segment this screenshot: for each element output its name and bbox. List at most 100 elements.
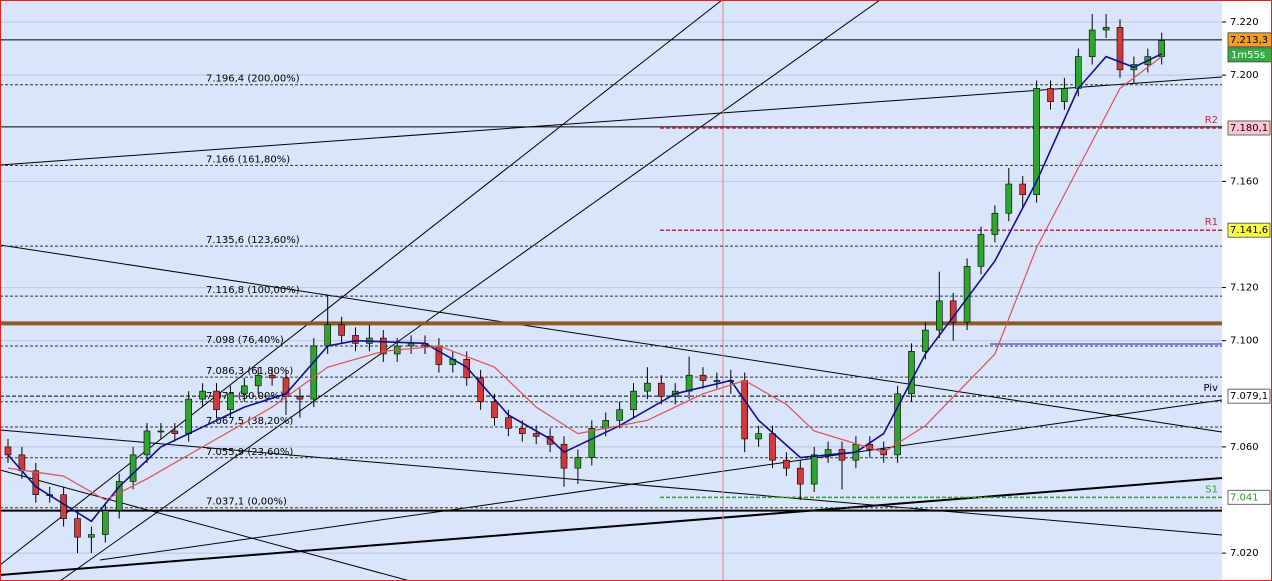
trendline bbox=[59, 0, 881, 581]
last-price-label: 7.213,3 bbox=[1230, 35, 1268, 46]
candle-body bbox=[574, 457, 582, 469]
pivot-name: Piv bbox=[1203, 383, 1218, 394]
candle-body bbox=[1102, 27, 1110, 31]
fib-label: 7.037,1 (0,00%) bbox=[206, 497, 287, 508]
candle-body bbox=[616, 409, 623, 421]
candle-body bbox=[213, 390, 220, 411]
candle-body bbox=[379, 337, 387, 355]
candle-body bbox=[1116, 27, 1124, 71]
last-price-box bbox=[1227, 32, 1272, 48]
candle-body bbox=[560, 443, 568, 469]
pivot-box bbox=[1227, 388, 1271, 404]
trendline bbox=[0, 469, 411, 581]
candle-body bbox=[908, 351, 915, 395]
candle-body bbox=[102, 510, 109, 535]
candle-body bbox=[977, 234, 985, 267]
pivot-box bbox=[1227, 489, 1271, 505]
fib-label: 7.116,8 (100,00%) bbox=[206, 285, 300, 296]
candle-body bbox=[532, 433, 540, 437]
candle-body bbox=[894, 393, 901, 456]
candle-body bbox=[296, 396, 304, 400]
candle-body bbox=[199, 390, 206, 400]
candle-body bbox=[254, 374, 262, 387]
fib-label: 7.055,9 (23,60%) bbox=[206, 447, 293, 458]
candle-body bbox=[1033, 88, 1040, 195]
candle-body bbox=[699, 374, 707, 381]
trendline bbox=[0, 244, 1223, 433]
axis-background bbox=[1222, 0, 1272, 581]
pivot-name: R2 bbox=[1205, 115, 1218, 126]
candle-body bbox=[755, 433, 762, 440]
y-tick-label: 7.120 bbox=[1230, 283, 1259, 294]
y-tick-label: 7.060 bbox=[1230, 442, 1259, 453]
fib-label: 7.196,4 (200,00%) bbox=[206, 74, 300, 85]
candle-body bbox=[477, 377, 484, 403]
candle-body bbox=[1005, 183, 1013, 214]
trendline bbox=[0, 76, 1223, 166]
levels: 7.196,4 (200,00%) 7.166 (161,80%) 7.135,6 … bbox=[0, 39, 1222, 512]
moving-average bbox=[7, 56, 1163, 501]
candle-body bbox=[88, 534, 95, 538]
candle-body bbox=[1158, 40, 1165, 57]
pivot-box bbox=[1227, 222, 1271, 238]
pivot-label: 7.079,1 bbox=[1230, 391, 1268, 402]
candle-body bbox=[352, 335, 359, 344]
candle-body bbox=[241, 385, 248, 395]
plot-background bbox=[0, 0, 1222, 581]
candle-body bbox=[796, 467, 804, 485]
fib-label: 7.135,6 (123,60%) bbox=[206, 235, 300, 246]
candle-body bbox=[1019, 183, 1027, 195]
candle-body bbox=[810, 454, 818, 485]
candle-body bbox=[713, 380, 721, 382]
y-tick-label: 7.220 bbox=[1230, 17, 1259, 28]
marks bbox=[4, 14, 1165, 554]
fib-label: 7.067,5 (38,20%) bbox=[206, 416, 293, 427]
candle-body bbox=[74, 518, 81, 538]
candle-body bbox=[505, 417, 512, 429]
candle-body bbox=[227, 393, 234, 411]
candle-body bbox=[838, 449, 846, 461]
candle-body bbox=[32, 470, 40, 495]
candle-body bbox=[435, 345, 443, 365]
candle-body bbox=[324, 324, 332, 347]
candle-body bbox=[129, 454, 137, 482]
pivot-label: 7.141,6 bbox=[1230, 225, 1268, 236]
pivot-name: S1 bbox=[1205, 484, 1218, 495]
candle-body bbox=[338, 324, 345, 336]
candle-body bbox=[546, 435, 554, 445]
candle-body bbox=[685, 374, 693, 392]
candle-body bbox=[60, 494, 67, 519]
price-axis: 7.220 7.200 7.160 7.120 7.100 7.060 7.020 7.180… bbox=[1222, 17, 1272, 559]
y-tick-label: 7.100 bbox=[1230, 336, 1259, 347]
candle-body bbox=[991, 212, 999, 235]
candle-body bbox=[657, 382, 665, 397]
countdown: 1m55s bbox=[1231, 50, 1265, 61]
candle-body bbox=[783, 459, 790, 469]
trendline bbox=[0, 429, 1223, 536]
candle-body bbox=[935, 300, 943, 331]
candle-body bbox=[518, 428, 526, 434]
fib-label: 7.086,3 (61,80%) bbox=[206, 366, 293, 377]
candle-body bbox=[310, 345, 318, 400]
pivot-box bbox=[1227, 120, 1271, 136]
candle-body bbox=[1061, 88, 1068, 103]
candle-body bbox=[463, 358, 471, 379]
candle-body bbox=[1075, 56, 1082, 89]
countdown-box bbox=[1227, 47, 1272, 63]
candle-body bbox=[922, 329, 929, 352]
candle-body bbox=[769, 433, 776, 461]
candle-body bbox=[268, 374, 276, 379]
candle-body bbox=[4, 446, 12, 456]
candle-body bbox=[588, 428, 596, 458]
candle-body bbox=[630, 390, 637, 411]
candle-body bbox=[491, 401, 498, 418]
fib-label: 7.077 (50,00%) bbox=[206, 391, 284, 402]
candle-body bbox=[602, 420, 610, 429]
candle-body bbox=[407, 343, 415, 347]
candle-body bbox=[1047, 88, 1054, 103]
candle-body bbox=[115, 481, 123, 511]
y-tick-label: 7.200 bbox=[1230, 70, 1259, 81]
y-tick-label: 7.160 bbox=[1230, 176, 1259, 187]
